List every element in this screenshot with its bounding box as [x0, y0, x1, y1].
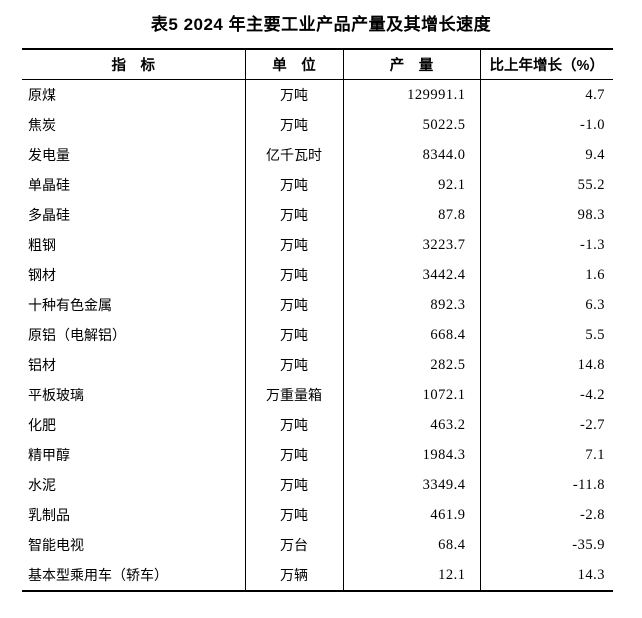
header-row: 指 标 单 位 产 量 比上年增长（%）: [22, 48, 613, 80]
cell-indicator: 平板玻璃: [28, 389, 84, 404]
cell-indicator: 精甲醇: [28, 449, 70, 464]
cell-growth: -1.0: [479, 110, 613, 140]
cell-output: 463.2: [342, 410, 480, 440]
cell-indicator: 水泥: [28, 479, 56, 494]
cell-growth: 1.6: [479, 260, 613, 290]
cell-indicator: 化肥: [28, 419, 56, 434]
cell-growth: -2.7: [479, 410, 613, 440]
cell-unit: 万吨: [244, 230, 343, 260]
cell-growth: 14.3: [479, 560, 613, 592]
table-row: 平板玻璃 万重量箱 1072.1 -4.2: [22, 380, 613, 410]
table-row: 多晶硅 万吨 87.8 98.3: [22, 200, 613, 230]
cell-indicator: 原煤: [28, 89, 56, 104]
cell-growth: 9.4: [479, 140, 613, 170]
cell-output: 892.3: [342, 290, 480, 320]
cell-output: 1072.1: [342, 380, 480, 410]
table-header: 指 标 单 位 产 量 比上年增长（%）: [22, 48, 613, 80]
cell-indicator: 十种有色金属: [28, 299, 112, 314]
cell-growth: -11.8: [479, 470, 613, 500]
table-row: 钢材 万吨 3442.4 1.6: [22, 260, 613, 290]
cell-output: 8344.0: [342, 140, 480, 170]
cell-unit: 万吨: [244, 410, 343, 440]
cell-growth: 5.5: [479, 320, 613, 350]
cell-unit: 万吨: [244, 79, 343, 110]
table-body: 原煤 万吨 129991.1 4.7 焦炭 万吨 5022.5 -1.0 发电量 亿千瓦时 8344…: [22, 79, 613, 592]
cell-growth: 6.3: [479, 290, 613, 320]
table-row: 焦炭 万吨 5022.5 -1.0: [22, 110, 613, 140]
cell-unit: 万台: [244, 530, 343, 560]
table-title: 表5 2024 年主要工业产品产量及其增长速度: [150, 15, 492, 34]
cell-indicator: 原铝（电解铝）: [28, 329, 126, 344]
cell-unit: 万吨: [244, 500, 343, 530]
cell-indicator: 基本型乘用车（轿车）: [22, 560, 245, 592]
cell-indicator: 单晶硅: [28, 179, 70, 194]
header-growth: 比上年增长（%）: [479, 48, 613, 80]
table-row: 精甲醇 万吨 1984.3 7.1: [22, 440, 613, 470]
cell-growth: -1.3: [479, 230, 613, 260]
table-row: 乳制品 万吨 461.9 -2.8: [22, 500, 613, 530]
cell-unit: 万吨: [244, 320, 343, 350]
cell-output: 3442.4: [342, 260, 480, 290]
cell-unit: 万重量箱: [244, 380, 343, 410]
cell-unit: 万吨: [244, 170, 343, 200]
cell-unit: 万吨: [244, 290, 343, 320]
cell-unit: 万吨: [244, 440, 343, 470]
cell-output: 282.5: [342, 350, 480, 380]
cell-output: 461.9: [342, 500, 480, 530]
cell-growth: -4.2: [479, 380, 613, 410]
cell-indicator: 焦炭: [28, 119, 56, 134]
cell-output: 12.1: [342, 560, 480, 592]
cell-output: 5022.5: [342, 110, 480, 140]
cell-growth: 4.7: [479, 79, 613, 110]
table-row: 铝材 万吨 282.5 14.8: [22, 350, 613, 380]
cell-unit: 万吨: [244, 110, 343, 140]
cell-output: 3223.7: [342, 230, 480, 260]
industrial-output-table: 指 标 单 位 产 量 比上年增长（%） 原煤 万吨 129991.1 4.7 焦炭 万吨…: [22, 48, 613, 592]
cell-unit: 万吨: [244, 350, 343, 380]
cell-unit: 亿千瓦时: [244, 140, 343, 170]
table-row: 粗钢 万吨 3223.7 -1.3: [22, 230, 613, 260]
cell-growth: 98.3: [479, 200, 613, 230]
table-row: 化肥 万吨 463.2 -2.7: [22, 410, 613, 440]
header-indicator: 指 标: [22, 48, 245, 80]
table-row: 基本型乘用车（轿车） 万辆 12.1 14.3: [22, 560, 613, 592]
cell-unit: 万吨: [244, 200, 343, 230]
cell-unit: 万吨: [244, 260, 343, 290]
table-row: 智能电视 万台 68.4 -35.9: [22, 530, 613, 560]
cell-indicator: 智能电视: [28, 539, 84, 554]
cell-output: 68.4: [342, 530, 480, 560]
cell-unit: 万吨: [244, 470, 343, 500]
cell-growth: 7.1: [479, 440, 613, 470]
table-row: 水泥 万吨 3349.4 -11.8: [22, 470, 613, 500]
table-row: 发电量 亿千瓦时 8344.0 9.4: [22, 140, 613, 170]
cell-output: 129991.1: [342, 79, 480, 110]
header-unit: 单 位: [244, 48, 343, 80]
cell-output: 1984.3: [342, 440, 480, 470]
cell-growth: 55.2: [479, 170, 613, 200]
cell-growth: -35.9: [479, 530, 613, 560]
cell-indicator: 铝材: [28, 359, 56, 374]
cell-indicator: 钢材: [28, 269, 56, 284]
cell-output: 87.8: [342, 200, 480, 230]
cell-indicator: 多晶硅: [28, 209, 70, 224]
cell-growth: -2.8: [479, 500, 613, 530]
cell-output: 3349.4: [342, 470, 480, 500]
header-output: 产 量: [342, 48, 480, 80]
table-row: 原煤 万吨 129991.1 4.7: [22, 79, 613, 110]
table-row: 原铝（电解铝） 万吨 668.4 5.5: [22, 320, 613, 350]
cell-growth: 14.8: [479, 350, 613, 380]
cell-indicator: 粗钢: [28, 239, 56, 254]
table-row: 十种有色金属 万吨 892.3 6.3: [22, 290, 613, 320]
cell-output: 668.4: [342, 320, 480, 350]
table-row: 单晶硅 万吨 92.1 55.2: [22, 170, 613, 200]
cell-indicator: 发电量: [28, 149, 70, 164]
cell-unit: 万辆: [244, 560, 343, 592]
cell-output: 92.1: [342, 170, 480, 200]
cell-indicator: 乳制品: [28, 509, 70, 524]
